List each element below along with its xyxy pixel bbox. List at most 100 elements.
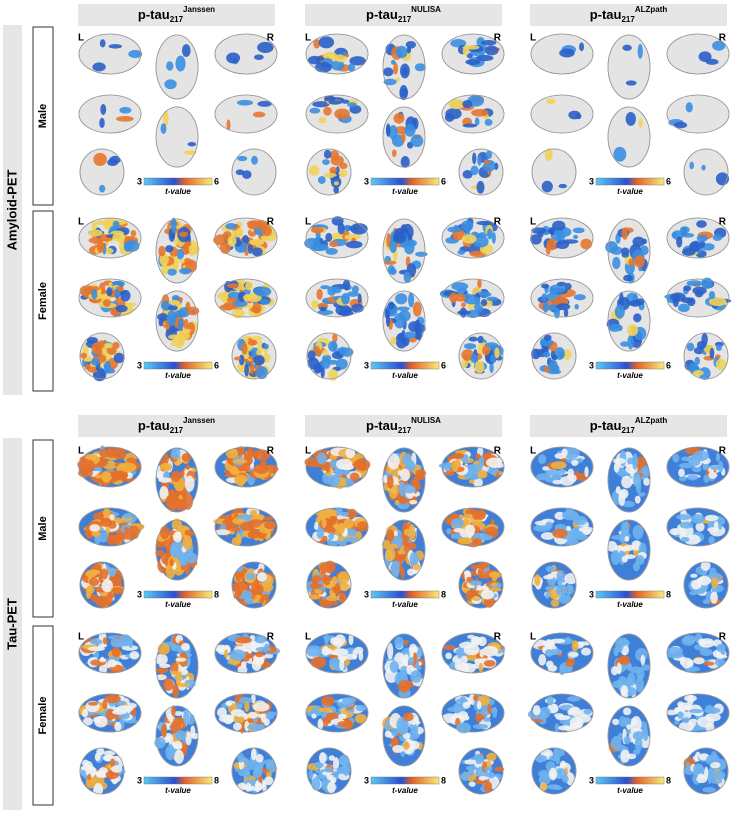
activation (643, 477, 650, 486)
activation (704, 514, 719, 522)
activation (538, 454, 547, 465)
activation (243, 294, 252, 302)
activation (688, 454, 701, 467)
activation (679, 521, 694, 529)
brain-outline (306, 747, 352, 795)
activation (342, 51, 347, 56)
row-label: Female (37, 282, 49, 320)
activation (316, 288, 323, 300)
colorbar-max: 8 (441, 775, 446, 785)
header-title: p-tau (138, 418, 170, 433)
activation (461, 771, 469, 782)
brain-outline (531, 148, 577, 196)
activation (396, 716, 409, 733)
activation (112, 232, 126, 242)
activation (384, 730, 392, 738)
activation (409, 499, 418, 505)
activation (554, 307, 560, 319)
activation (317, 309, 334, 316)
activation (683, 285, 692, 292)
activation (538, 774, 551, 785)
activation (473, 477, 483, 488)
activation (461, 302, 467, 308)
activation (579, 42, 585, 52)
activation (316, 527, 325, 539)
activation (327, 286, 337, 296)
hemisphere-left: L (530, 217, 536, 228)
colorbar-max: 8 (214, 775, 219, 785)
activation (310, 226, 324, 234)
activation (163, 453, 169, 465)
activation (249, 363, 255, 375)
activation (322, 771, 333, 776)
activation (535, 755, 548, 763)
activation (244, 782, 252, 792)
header-title: p-tau (366, 418, 398, 433)
activation (125, 514, 130, 520)
activation (491, 582, 498, 587)
activation (260, 460, 267, 466)
activation (339, 658, 345, 671)
activation (684, 704, 690, 711)
activation (158, 245, 166, 257)
activation (554, 713, 564, 718)
activation (632, 524, 644, 540)
activation (331, 600, 339, 606)
activation (229, 466, 239, 474)
activation (391, 149, 397, 157)
colorbar-label: t-value (617, 600, 643, 609)
activation (91, 357, 100, 366)
header-superscript: NULISA (411, 5, 441, 14)
activation (704, 707, 721, 714)
activation (637, 43, 643, 59)
activation (456, 648, 463, 659)
activation (250, 583, 264, 595)
activation (184, 552, 198, 564)
activation (251, 155, 258, 165)
activation (712, 770, 726, 781)
activation (234, 583, 249, 591)
activation (99, 448, 110, 458)
activation (449, 292, 458, 303)
activation (620, 749, 630, 763)
header-title: p-tau (138, 7, 170, 22)
activation (550, 648, 563, 655)
activation (446, 528, 452, 535)
activation (477, 636, 487, 647)
activation (182, 328, 192, 334)
activation (307, 350, 316, 362)
hemisphere-left: L (530, 446, 536, 457)
activation (328, 340, 338, 352)
activation (232, 459, 248, 464)
activation (96, 241, 105, 253)
brain-outline (231, 332, 277, 380)
activation (627, 334, 634, 350)
activation (682, 717, 691, 724)
colorbar-min: 3 (589, 176, 594, 186)
activation (383, 260, 397, 265)
activation (86, 569, 101, 575)
brain-outline (666, 278, 730, 318)
activation (105, 525, 111, 535)
activation (333, 185, 339, 194)
activation (677, 303, 690, 313)
colorbar (595, 177, 665, 186)
activation (91, 288, 98, 300)
activation (339, 754, 350, 767)
activation (308, 165, 320, 176)
activation (393, 62, 398, 75)
brain-outline (79, 148, 125, 196)
activation (464, 524, 476, 536)
activation (318, 36, 335, 49)
activation (247, 530, 261, 539)
activation (470, 353, 478, 363)
activation (113, 352, 125, 364)
colorbar (370, 361, 440, 370)
brain-outline (530, 278, 594, 318)
activation (677, 711, 684, 719)
activation (250, 509, 258, 516)
section-label: Tau-PET (4, 598, 19, 650)
activation (398, 310, 411, 322)
activation (336, 701, 355, 708)
activation (83, 717, 93, 726)
